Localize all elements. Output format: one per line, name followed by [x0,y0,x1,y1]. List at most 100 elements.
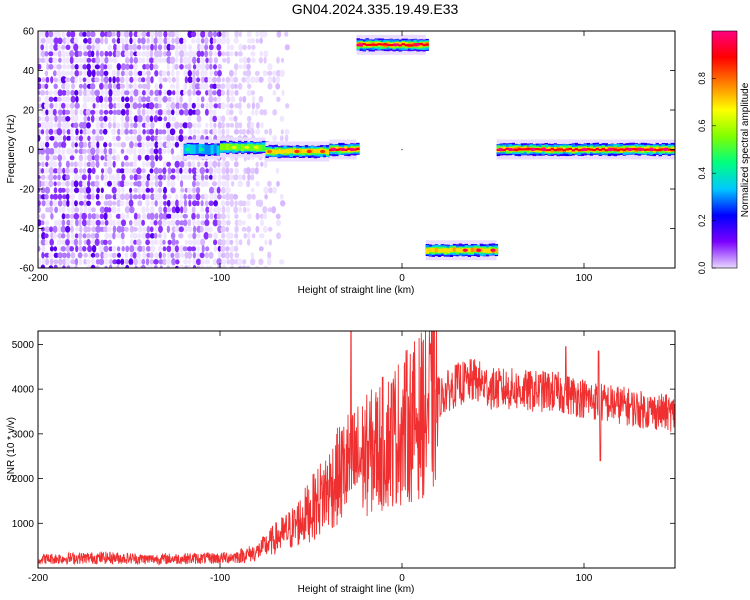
noise-cell [238,96,243,103]
noise-cell [107,200,113,207]
noise-cell [179,167,183,174]
noise-cell [200,200,204,207]
noise-cell [258,258,264,266]
noise-cell [132,226,138,232]
noise-cell [100,174,104,181]
noise-cell [82,246,87,252]
noise-cell [115,173,121,181]
noise-cell [175,108,180,117]
noise-cell [170,180,176,188]
noise-cell [272,90,277,96]
noise-cell [220,89,226,96]
band-cell [410,44,414,47]
noise-cell [124,102,131,109]
noise-cell [66,147,72,155]
noise-cell [187,219,192,227]
noise-cell [111,128,117,135]
noise-cell [82,168,87,174]
noise-cell [183,51,189,57]
noise-cell [166,265,171,268]
noise-cell [125,76,130,83]
noise-cell [153,37,158,45]
noise-cell [141,180,146,188]
noise-cell [48,96,54,103]
noise-cell [41,232,46,240]
noise-cell [86,239,91,246]
noise-cell [61,89,67,96]
noise-cell [187,161,192,168]
noise-cell [61,181,65,187]
noise-cell [157,37,164,45]
noise-cell [95,259,100,265]
noise-cell [153,167,159,175]
noise-cell [229,44,235,50]
noise-cell [50,76,54,84]
noise-cell [221,180,227,187]
noise-cell [52,155,58,161]
noise-cell [100,102,104,109]
noise-cell [69,50,74,58]
noise-cell [38,57,42,64]
noise-cell [258,95,264,103]
noise-cell [212,76,217,83]
noise-cell [245,76,251,84]
noise-cell [221,186,226,194]
noise-cell [83,135,87,142]
noise-cell [200,238,206,246]
noise-cell [234,121,239,129]
noise-cell [124,90,130,96]
noise-cell [170,102,176,110]
noise-cell [155,154,159,162]
noise-cell [75,95,79,103]
noise-cell [119,37,125,44]
band-cell [304,148,309,153]
noise-cell [41,116,47,122]
noise-cell [107,233,114,239]
noise-cell [166,43,172,51]
band-cell [428,247,433,252]
noise-cell [162,57,168,63]
noise-cell [195,174,201,181]
noise-cell [183,167,189,175]
band-cell [338,148,342,151]
noise-cell [225,37,231,45]
noise-cell [82,56,88,64]
band-cell [443,248,448,253]
noise-cell [95,95,101,103]
noise-cell [183,38,187,44]
noise-cell [279,69,285,78]
noise-cell [170,200,176,206]
band-cell [362,43,366,46]
noise-cell [120,31,125,37]
noise-cell [192,76,196,84]
noise-cell [141,245,146,252]
noise-cell [124,206,131,214]
band-cell [526,147,530,151]
band-cell [440,248,445,253]
colorbar-tick-label: 0.6 [697,120,707,133]
noise-cell [132,194,139,200]
noise-cell [121,43,126,52]
noise-cell [212,160,218,168]
noise-cell [217,115,223,122]
noise-cell [69,102,75,109]
noise-cell [175,89,180,96]
noise-cell [154,141,159,149]
noise-cell [170,83,175,89]
noise-cell [86,69,92,78]
noise-cell [136,134,142,142]
noise-cell [220,225,226,233]
noise-cell [226,95,230,103]
noise-cell [229,51,234,57]
noise-cell [229,252,234,259]
band-cell [488,248,493,254]
noise-cell [280,129,284,135]
noise-cell [212,83,217,90]
noise-cell [217,180,222,188]
noise-cell [259,50,263,57]
noise-cell [111,186,117,194]
noise-cell [267,180,272,187]
noise-cell [246,180,251,188]
noise-cell [171,264,175,268]
noise-cell [71,199,75,208]
